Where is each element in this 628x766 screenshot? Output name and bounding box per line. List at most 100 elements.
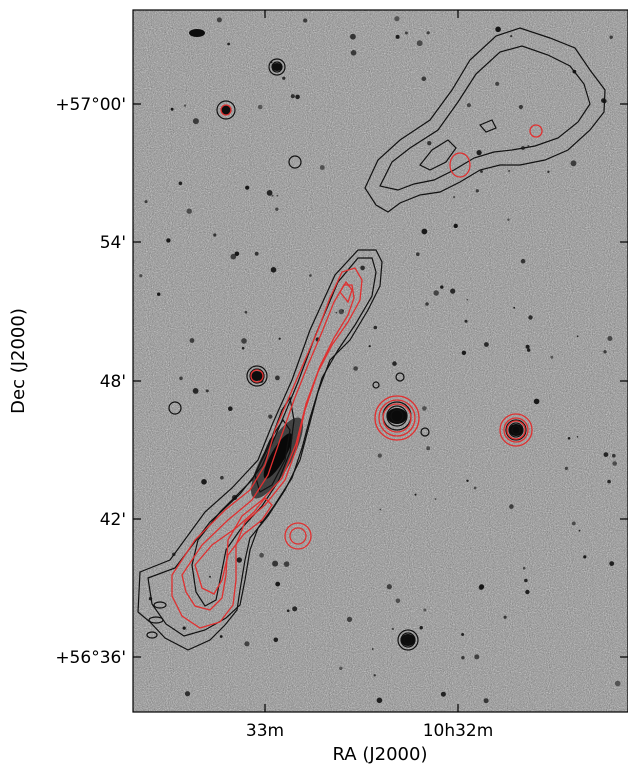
- field-star: [510, 35, 513, 38]
- field-star: [421, 228, 428, 235]
- field-star: [290, 94, 295, 99]
- field-star: [286, 609, 290, 612]
- field-star: [257, 104, 263, 110]
- field-star: [609, 35, 613, 39]
- field-star: [507, 218, 510, 221]
- field-star: [461, 350, 467, 355]
- field-star: [360, 265, 365, 271]
- field-star: [192, 388, 199, 394]
- field-star: [189, 338, 195, 343]
- field-star: [379, 508, 382, 511]
- field-star: [241, 338, 247, 344]
- field-star: [377, 453, 382, 458]
- field-star: [292, 606, 298, 612]
- field-star: [612, 453, 616, 458]
- field-star: [474, 654, 480, 660]
- field-star: [282, 76, 286, 80]
- field-star: [276, 194, 279, 197]
- field-star: [268, 414, 273, 419]
- field-star: [564, 466, 569, 470]
- field-star: [426, 446, 431, 451]
- field-star: [612, 461, 617, 466]
- field-star: [350, 50, 357, 56]
- field-star: [503, 615, 507, 619]
- y-tick-label: 48': [100, 372, 126, 392]
- field-star: [525, 344, 530, 349]
- field-star: [228, 406, 233, 412]
- field-star: [368, 345, 371, 348]
- field-star: [339, 666, 343, 670]
- field-star: [273, 637, 279, 643]
- field-star: [266, 190, 273, 196]
- field-star: [236, 557, 242, 563]
- field-star: [453, 223, 458, 229]
- field-star: [473, 486, 477, 490]
- field-star: [283, 561, 290, 567]
- field-star: [373, 325, 378, 330]
- field-star: [391, 627, 395, 631]
- field-star: [178, 181, 183, 186]
- field-star: [461, 656, 465, 660]
- field-star: [508, 169, 511, 173]
- field-star: [518, 104, 524, 110]
- field-star: [525, 589, 530, 595]
- y-tick-label: 42': [100, 510, 126, 530]
- field-star: [419, 626, 423, 630]
- field-star: [275, 207, 279, 211]
- y-tick-label: 54': [100, 233, 126, 253]
- field-star: [319, 165, 325, 170]
- field-star: [416, 40, 423, 47]
- field-star: [192, 118, 199, 125]
- field-star: [182, 626, 186, 630]
- field-star: [335, 311, 338, 314]
- field-star: [259, 552, 264, 558]
- field-star: [527, 348, 531, 352]
- field-star: [395, 34, 400, 39]
- field-star: [466, 479, 469, 482]
- field-star: [609, 561, 615, 566]
- field-star: [241, 346, 245, 350]
- field-star: [170, 107, 174, 111]
- field-star: [144, 200, 148, 204]
- field-star: [183, 104, 187, 107]
- x-tick-label: 10h32m: [423, 721, 494, 741]
- field-star: [495, 81, 500, 86]
- sky-image: [133, 10, 628, 712]
- field-star: [427, 141, 432, 146]
- field-star: [346, 616, 353, 623]
- field-star: [303, 18, 308, 23]
- field-star: [614, 680, 621, 687]
- y-tick-label: +57°00': [55, 95, 126, 115]
- field-star: [483, 698, 489, 704]
- field-star: [495, 26, 501, 33]
- field-star: [550, 355, 554, 359]
- field-star: [209, 575, 211, 578]
- field-star: [607, 336, 613, 341]
- field-star: [603, 350, 607, 354]
- field-star: [522, 566, 526, 570]
- field-star: [527, 144, 530, 147]
- field-star: [571, 521, 576, 526]
- field-star: [275, 581, 281, 587]
- field-star: [422, 406, 427, 411]
- field-star: [461, 633, 465, 636]
- field-star: [184, 691, 191, 697]
- black-contours: [137, 27, 606, 651]
- plot-frame: [132, 9, 628, 713]
- field-star: [275, 375, 280, 381]
- field-star: [423, 608, 427, 612]
- field-star: [607, 479, 611, 484]
- field-star: [528, 315, 533, 320]
- field-star: [466, 103, 471, 108]
- field-star: [513, 306, 516, 309]
- field-star: [376, 697, 383, 704]
- axis-ticks: [133, 10, 628, 712]
- field-star: [547, 170, 550, 174]
- field-star: [578, 529, 581, 532]
- field-star: [386, 584, 392, 590]
- field-star: [404, 31, 408, 35]
- field-star: [234, 251, 240, 257]
- y-axis-title: Dec (J2000): [8, 308, 29, 414]
- field-star: [201, 479, 207, 485]
